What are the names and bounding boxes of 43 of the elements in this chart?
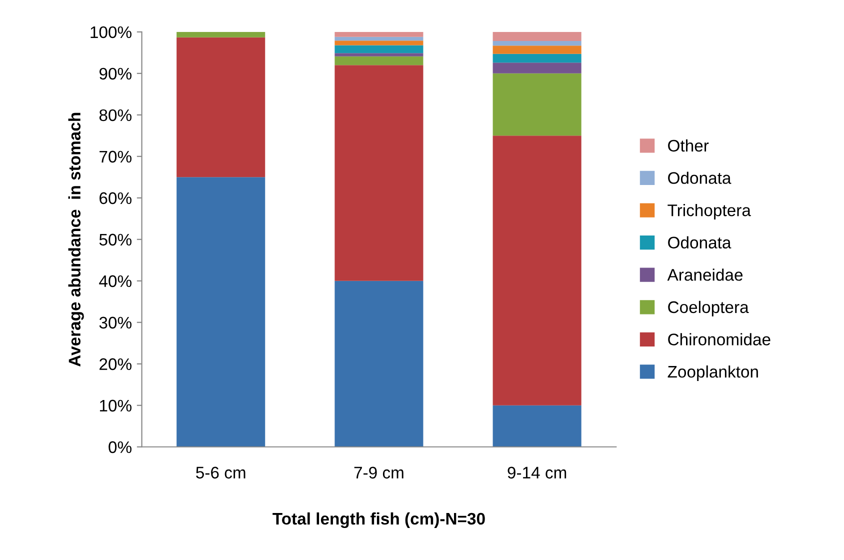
legend-label: Araneidae xyxy=(667,268,743,281)
y-tick-label: 30% xyxy=(99,316,132,329)
bar xyxy=(492,54,582,63)
bar xyxy=(334,40,424,46)
bar xyxy=(492,62,582,74)
y-tick-label: 50% xyxy=(99,234,132,246)
y-tick-label: 0% xyxy=(108,441,132,454)
bar xyxy=(334,45,424,54)
bar xyxy=(492,41,582,46)
bar xyxy=(334,32,424,37)
legend-label: Odonata xyxy=(668,236,732,249)
bar xyxy=(334,65,424,281)
bar xyxy=(492,405,582,447)
bar xyxy=(492,32,582,42)
y-tick-label: 60% xyxy=(100,192,132,204)
bar xyxy=(176,32,266,38)
bar xyxy=(334,56,424,66)
bar xyxy=(492,136,582,406)
legend-label: Trichoptera xyxy=(668,204,751,220)
y-axis-title: Average abundance in stomach xyxy=(68,112,84,366)
legend-label: Zooplankton xyxy=(668,365,758,381)
bar xyxy=(334,280,424,447)
y-tick-label: 90% xyxy=(99,68,132,80)
bar xyxy=(334,36,424,41)
legend-label: Chironomidae xyxy=(668,333,770,346)
bar xyxy=(176,37,266,178)
legend-label: Coeloptera xyxy=(668,300,749,316)
legend-label: Other xyxy=(668,139,709,152)
bar xyxy=(334,53,424,56)
bar xyxy=(492,46,582,54)
bar xyxy=(492,73,582,136)
y-tick-label: 80% xyxy=(99,109,132,122)
bar xyxy=(176,177,266,447)
y-tick-label: 10% xyxy=(100,400,132,412)
x-tick-label: 5-6 cm xyxy=(196,466,246,479)
y-tick-label: 70% xyxy=(100,150,132,163)
x-tick-label: 9-14 cm xyxy=(508,466,566,479)
x-axis-title: Total length fish (cm)-N=30 xyxy=(272,512,485,528)
legend-label: Odonata xyxy=(668,172,732,184)
y-tick-label: 20% xyxy=(100,358,132,370)
x-tick-label: 7-9 cm xyxy=(354,466,404,479)
y-tick-label: 40% xyxy=(99,275,132,288)
y-tick-label: 100% xyxy=(90,26,132,38)
